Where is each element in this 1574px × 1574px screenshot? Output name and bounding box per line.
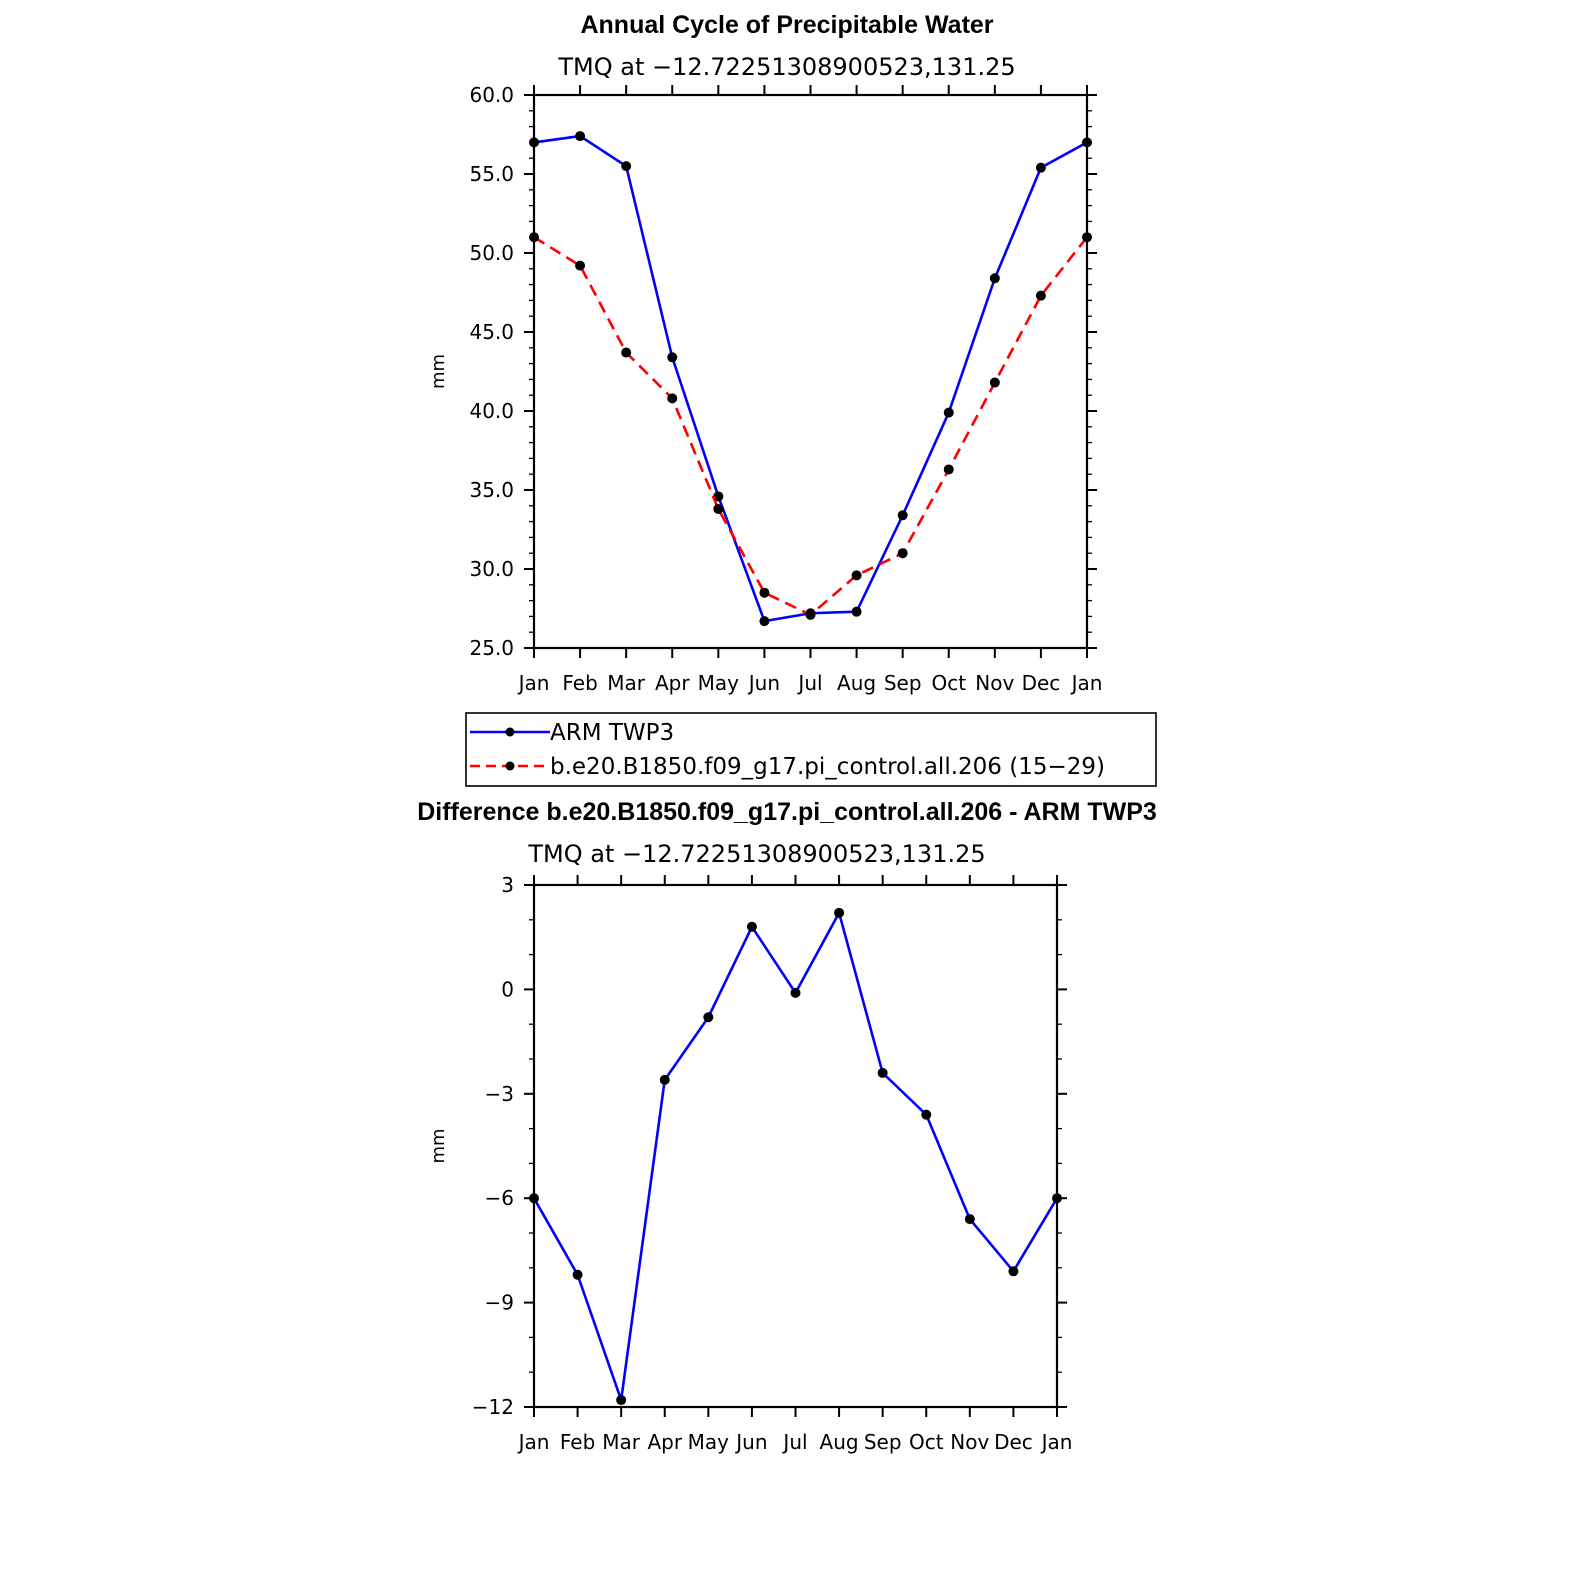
chart0-xtick-label: Jun <box>747 671 780 695</box>
chart0-ytick-label: 40.0 <box>469 399 514 423</box>
chart0-ytick-label: 45.0 <box>469 320 514 344</box>
chart0-series-1-point <box>989 377 1000 388</box>
chart0-series-0-point <box>1035 162 1046 173</box>
chart0-series-1-point <box>621 347 632 358</box>
chart1-xtick-label: Dec <box>994 1430 1033 1454</box>
chart1-plot: Jan Feb Mar Apr May Jun Jul Aug Sep Oct Nov Dec Jan2… <box>428 83 1102 695</box>
chart1-series-0-point <box>790 987 801 998</box>
legend-marker-arm <box>505 727 515 737</box>
legend-box <box>465 712 1157 787</box>
chart1-frame <box>532 883 1059 1409</box>
chart1-series-0-point <box>1008 1266 1019 1277</box>
chart1-series-0-point <box>572 1269 583 1280</box>
chart1-xtick-label: Jan <box>1040 1430 1073 1454</box>
chart0-series-0-point <box>989 273 1000 284</box>
chart0-xtick-label: Dec <box>1022 671 1061 695</box>
chart1-xtick-label: Sep <box>864 1430 902 1454</box>
chart0-series-0-point <box>1082 137 1092 148</box>
chart0-ytick-label: 50.0 <box>469 241 514 265</box>
chart1-xtick-label: Feb <box>560 1430 595 1454</box>
chart0-xtick-label: Jan <box>1070 671 1103 695</box>
chart1-series-0-point <box>921 1109 932 1120</box>
chart1-series-0-point <box>746 921 757 932</box>
chart1-xtick-label: Oct <box>909 1430 944 1454</box>
chart0-ytick-label: 55.0 <box>469 162 514 186</box>
chart1-ytick-label: −9 <box>485 1291 514 1315</box>
chart1-xtick-label: Nov <box>950 1430 989 1454</box>
chart0-series-1-point <box>805 609 816 620</box>
chart1-xtick-label: Jun <box>734 1430 767 1454</box>
chart0-series-1-point <box>529 232 539 243</box>
chart0-frame <box>532 93 1089 650</box>
chart0-xtick-label: Jul <box>796 671 822 695</box>
chart0-series-0-point <box>943 407 954 418</box>
chart1-series-0-point <box>616 1395 627 1406</box>
chart0-series-0-point <box>529 137 539 148</box>
chart0-series-0-point <box>667 352 678 363</box>
chart1-subtitle: TMQ at −12.72251308900523,131.25 <box>557 53 1015 81</box>
chart0-series-1-point <box>943 464 954 475</box>
chart0-series-line-0 <box>533 134 1088 623</box>
chart1-series-0-point <box>1052 1193 1062 1204</box>
chart1-ylabel: mm <box>428 1128 449 1163</box>
chart0-series-0-point <box>897 510 908 521</box>
chart1-series-0-point <box>877 1067 888 1078</box>
legend: ARM TWP3 b.e20.B1850.f09_g17.pi_control.… <box>465 712 1157 787</box>
chart1-series-0-point <box>964 1214 975 1225</box>
chart0-series-1-point <box>575 260 586 271</box>
chart1-ytick-label: 0 <box>501 977 514 1001</box>
chart1-series-0-point <box>529 1193 539 1204</box>
chart0-xtick-label: May <box>698 671 740 695</box>
chart1-series-line-0 <box>532 911 1059 1402</box>
chart0-series-1-point <box>1035 290 1046 301</box>
chart2-plot: Jan Feb Mar Apr May Jun Jul Aug Sep Oct Nov Dec Jan−… <box>428 873 1072 1454</box>
chart1-series-0-point <box>834 907 845 918</box>
chart1-ytick-label: 3 <box>501 873 514 897</box>
chart2-subtitle: TMQ at −12.72251308900523,131.25 <box>527 840 985 868</box>
chart0-series-0-point <box>575 131 586 142</box>
chart1-xtick-label: Apr <box>647 1430 682 1454</box>
chart1-xtick-label: Jul <box>781 1430 807 1454</box>
chart0-ytick-label: 30.0 <box>469 557 514 581</box>
chart0-series-1-point <box>667 393 678 404</box>
chart0-series-1-point <box>759 587 770 598</box>
chart1-series-0-point <box>703 1012 714 1023</box>
chart0-ytick-label: 60.0 <box>469 83 514 107</box>
chart0-series-0-point <box>713 491 724 502</box>
chart0-ytick-label: 35.0 <box>469 478 514 502</box>
chart0-series-0-point <box>851 606 862 617</box>
chart0-series-line-1 <box>533 236 1089 617</box>
chart1-ytick-label: −6 <box>485 1186 514 1210</box>
chart0-xtick-label: Apr <box>655 671 690 695</box>
chart0-xtick-label: Jan <box>517 671 550 695</box>
chart0-xtick-label: Sep <box>884 671 922 695</box>
chart0-series-0-point <box>621 161 632 172</box>
chart0-ylabel: mm <box>428 354 449 389</box>
chart0-xtick-label: Feb <box>562 671 597 695</box>
chart1-ytick-label: −12 <box>472 1395 514 1419</box>
chart2-title: Difference b.e20.B1850.f09_g17.pi_contro… <box>417 798 1157 826</box>
chart0-series-1-point <box>713 503 724 514</box>
chart0-xtick-label: Mar <box>607 671 646 695</box>
legend-label-model: b.e20.B1850.f09_g17.pi_control.all.206 (… <box>550 754 1105 780</box>
legend-label-arm: ARM TWP3 <box>550 720 674 746</box>
chart1-xtick-label: May <box>688 1430 730 1454</box>
chart1-ytick-label: −3 <box>485 1082 514 1106</box>
chart0-xtick-label: Nov <box>975 671 1014 695</box>
chart1-xtick-label: Aug <box>820 1430 859 1454</box>
chart0-series-0-point <box>759 616 770 627</box>
chart0-xtick-label: Oct <box>931 671 966 695</box>
chart0-xtick-label: Aug <box>837 671 876 695</box>
chart0-series-1-point <box>851 570 862 581</box>
legend-marker-model <box>505 761 515 771</box>
chart1-title: Annual Cycle of Precipitable Water <box>580 11 993 39</box>
chart0-ytick-label: 25.0 <box>469 636 514 660</box>
chart0-series-1-point <box>1082 232 1092 243</box>
chart0-series-1-point <box>897 548 908 559</box>
chart1-xtick-label: Jan <box>517 1430 550 1454</box>
chart1-xtick-label: Mar <box>602 1430 641 1454</box>
chart1-series-0-point <box>659 1074 670 1085</box>
